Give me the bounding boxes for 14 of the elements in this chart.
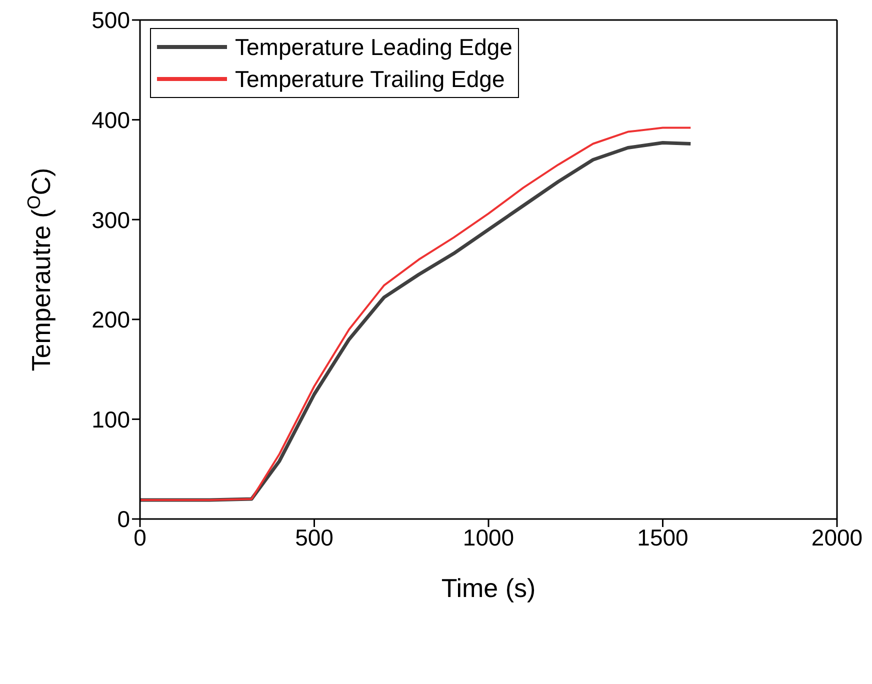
x-tick-label: 1000 (462, 524, 514, 550)
x-tick-label: 0 (134, 524, 146, 550)
y-tick-label: 100 (92, 406, 130, 432)
x-tick-label: 2000 (811, 524, 863, 550)
x-axis-title: Time (s) (441, 573, 536, 603)
y-tick-label: 300 (92, 206, 130, 233)
x-tick-label: 1500 (637, 524, 688, 550)
x-tick-label: 500 (295, 524, 334, 550)
y-tick-label: 500 (92, 7, 130, 34)
legend-label: Temperature Trailing Edge (235, 65, 505, 94)
y-tick-label: 400 (92, 106, 130, 133)
legend-label: Temperature Leading Edge (235, 33, 512, 62)
y-tick-label: 200 (92, 306, 130, 333)
y-tick-label: 0 (117, 506, 130, 532)
